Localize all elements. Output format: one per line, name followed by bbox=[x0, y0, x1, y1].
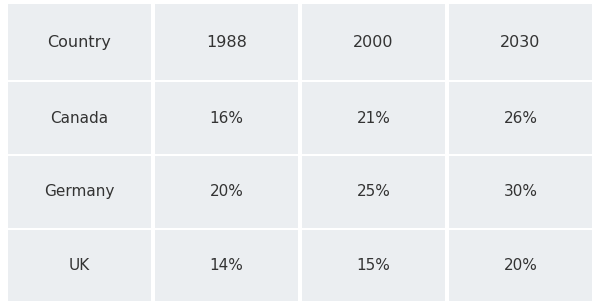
FancyBboxPatch shape bbox=[8, 156, 151, 228]
FancyBboxPatch shape bbox=[449, 230, 592, 301]
Text: 14%: 14% bbox=[209, 258, 244, 273]
Text: 25%: 25% bbox=[356, 185, 391, 199]
Text: 20%: 20% bbox=[503, 258, 538, 273]
FancyBboxPatch shape bbox=[8, 82, 151, 154]
FancyBboxPatch shape bbox=[302, 156, 445, 228]
Text: 15%: 15% bbox=[356, 258, 391, 273]
Text: 21%: 21% bbox=[356, 111, 391, 126]
FancyBboxPatch shape bbox=[155, 4, 298, 80]
Text: 16%: 16% bbox=[209, 111, 244, 126]
Text: 2000: 2000 bbox=[353, 35, 394, 50]
FancyBboxPatch shape bbox=[8, 230, 151, 301]
Text: 26%: 26% bbox=[503, 111, 538, 126]
FancyBboxPatch shape bbox=[155, 156, 298, 228]
FancyBboxPatch shape bbox=[155, 230, 298, 301]
FancyBboxPatch shape bbox=[302, 4, 445, 80]
FancyBboxPatch shape bbox=[155, 82, 298, 154]
FancyBboxPatch shape bbox=[302, 230, 445, 301]
Text: Canada: Canada bbox=[50, 111, 109, 126]
Text: Germany: Germany bbox=[44, 185, 115, 199]
FancyBboxPatch shape bbox=[8, 4, 151, 80]
Text: 1988: 1988 bbox=[206, 35, 247, 50]
Text: Country: Country bbox=[47, 35, 112, 50]
FancyBboxPatch shape bbox=[449, 156, 592, 228]
FancyBboxPatch shape bbox=[449, 4, 592, 80]
Text: UK: UK bbox=[69, 258, 90, 273]
Text: 30%: 30% bbox=[503, 185, 538, 199]
Text: 2030: 2030 bbox=[500, 35, 541, 50]
FancyBboxPatch shape bbox=[302, 82, 445, 154]
FancyBboxPatch shape bbox=[449, 82, 592, 154]
Text: 20%: 20% bbox=[209, 185, 244, 199]
